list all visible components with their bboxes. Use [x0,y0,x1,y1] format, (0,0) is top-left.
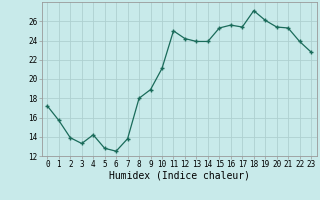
X-axis label: Humidex (Indice chaleur): Humidex (Indice chaleur) [109,171,250,181]
